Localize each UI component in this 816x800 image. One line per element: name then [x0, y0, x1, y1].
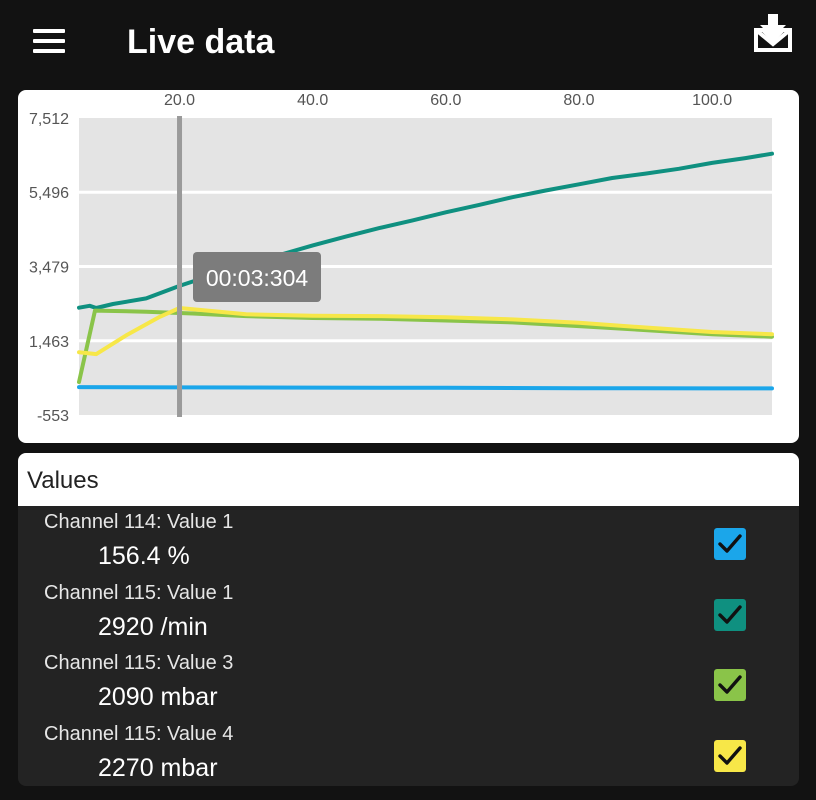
live-chart[interactable]: 20.0 40.0 60.0 80.0 100.0 7,512 5,496 3,479 1,4… — [18, 90, 799, 443]
checkmark-icon — [718, 745, 742, 765]
series-line-2 — [77, 151, 774, 310]
x-tick-label: 40.0 — [297, 92, 328, 109]
x-tick-label: 60.0 — [430, 92, 461, 109]
channel-reading: 2270 mbar — [98, 753, 218, 782]
series-line-1 — [77, 385, 774, 391]
checkmark-icon — [718, 604, 742, 624]
value-row: Channel 115: Value 4 2270 mbar — [18, 722, 799, 787]
y-tick-label: 1,463 — [29, 334, 69, 351]
channel-label: Channel 115: Value 1 — [44, 581, 234, 604]
x-tick-label: 80.0 — [563, 92, 594, 109]
series-visibility-checkbox[interactable] — [714, 528, 746, 560]
y-tick-label: -553 — [37, 408, 69, 425]
cursor-tooltip — [193, 252, 321, 302]
y-tick-label: 7,512 — [29, 111, 69, 128]
line-chart[interactable]: 20.0 40.0 60.0 80.0 100.0 7,512 5,496 3,479 1,4… — [18, 90, 799, 443]
channel-reading: 156.4 % — [98, 542, 190, 570]
export-data-button[interactable] — [746, 10, 800, 62]
series-line-3 — [77, 308, 774, 384]
channel-reading: 2920 /min — [98, 612, 208, 641]
hamburger-menu-icon — [33, 29, 65, 33]
series-visibility-checkbox[interactable] — [714, 739, 746, 772]
x-tick-label: 100.0 — [692, 92, 732, 109]
value-row: Channel 114: Value 1 156.4 % — [18, 510, 799, 580]
hamburger-menu-icon-bar — [33, 39, 65, 43]
x-tick-label: 20.0 — [164, 92, 195, 109]
cursor-time-label: 00:03:304 — [206, 265, 309, 291]
app-bar: Live data — [0, 0, 816, 84]
value-row: Channel 115: Value 1 2920 /min — [18, 581, 799, 651]
channel-label: Channel 115: Value 4 — [44, 722, 234, 745]
y-tick-label: 3,479 — [29, 260, 69, 277]
hamburger-menu-icon-bar — [33, 49, 65, 53]
checkmark-icon — [718, 534, 742, 553]
values-title: Values — [18, 453, 799, 506]
page-title: Live data — [127, 23, 275, 61]
values-panel: Values Channel 114: Value 1 156.4 % Channe… — [18, 453, 799, 786]
series-visibility-checkbox[interactable] — [714, 669, 746, 701]
channel-label: Channel 114: Value 1 — [44, 511, 234, 533]
menu-button[interactable] — [30, 24, 70, 58]
value-row: Channel 115: Value 3 2090 mbar — [18, 651, 799, 721]
channel-label: Channel 115: Value 3 — [44, 652, 234, 674]
series-line-4 — [77, 306, 774, 357]
channel-reading: 2090 mbar — [98, 683, 218, 711]
series-visibility-checkbox[interactable] — [714, 598, 746, 631]
download-to-tray-icon — [754, 14, 792, 52]
checkmark-icon — [718, 675, 742, 694]
y-tick-label: 5,496 — [29, 185, 69, 202]
